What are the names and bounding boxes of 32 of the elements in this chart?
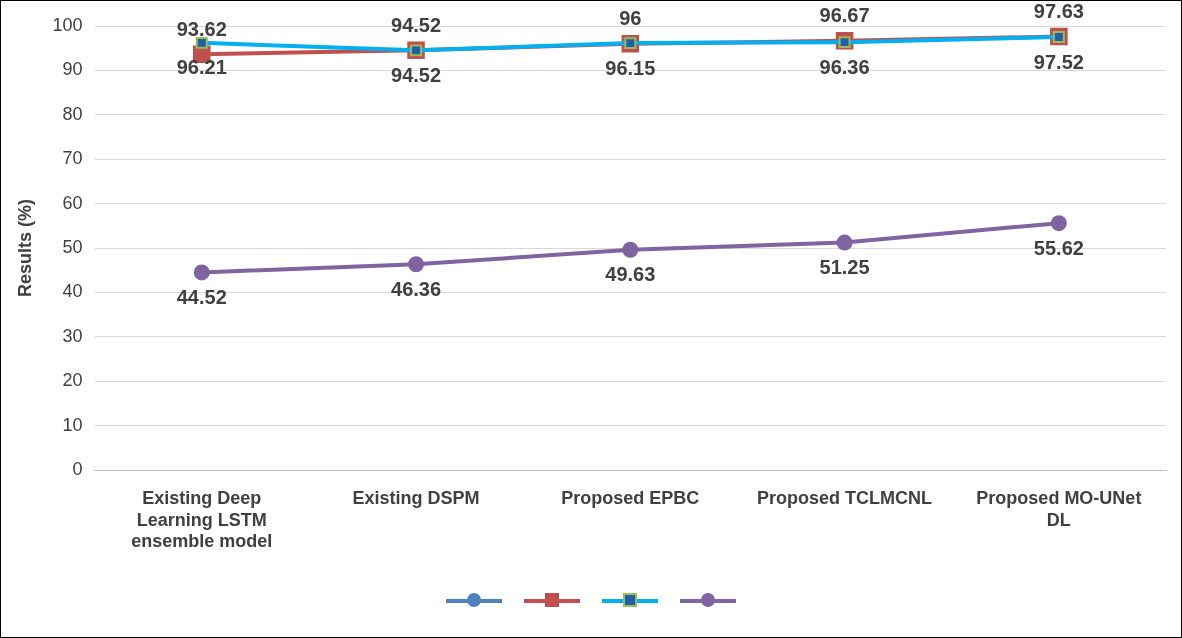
y-tick-label: 60 <box>62 192 83 213</box>
data-label: 49.63 <box>605 263 656 286</box>
data-label: 96.67 <box>819 4 870 27</box>
y-tick-label: 20 <box>62 370 83 391</box>
y-tick-label: 10 <box>62 414 83 435</box>
y-tick-label: 90 <box>62 59 83 80</box>
y-tick-label: 30 <box>62 325 83 346</box>
y-tick-label: 40 <box>62 281 83 302</box>
data-label: 96.21 <box>176 56 227 79</box>
y-tick-label: 50 <box>62 237 83 258</box>
data-label: 44.52 <box>176 285 227 308</box>
data-label: 96.15 <box>605 56 656 79</box>
data-label: 46.36 <box>391 277 442 300</box>
data-label: 97.52 <box>1033 50 1084 73</box>
x-tick-label: Proposed TCLMCNL <box>757 487 933 508</box>
y-tick-label: 80 <box>62 103 83 124</box>
y-tick-label: 0 <box>72 459 83 480</box>
data-label: 94.52 <box>391 63 442 86</box>
data-label: 93.62 <box>176 17 227 40</box>
data-label: 51.25 <box>819 256 870 279</box>
y-tick-label: 100 <box>52 14 83 35</box>
y-axis-title: Results (%) <box>14 199 35 298</box>
y-tick-label: 70 <box>62 148 83 169</box>
x-tick-label: Proposed MO-UNet DL <box>976 487 1142 530</box>
x-tick-label: Existing DSPM <box>352 487 480 508</box>
data-label: 97.63 <box>1033 0 1084 23</box>
data-label: 96.36 <box>819 55 870 78</box>
data-label: 55.62 <box>1033 236 1084 259</box>
x-tick-label: Existing Deep Learning LSTM ensemble model <box>131 487 273 552</box>
x-tick-label: Proposed EPBC <box>561 487 700 508</box>
data-label: 94.52 <box>391 13 442 36</box>
data-label: 96 <box>619 7 642 30</box>
